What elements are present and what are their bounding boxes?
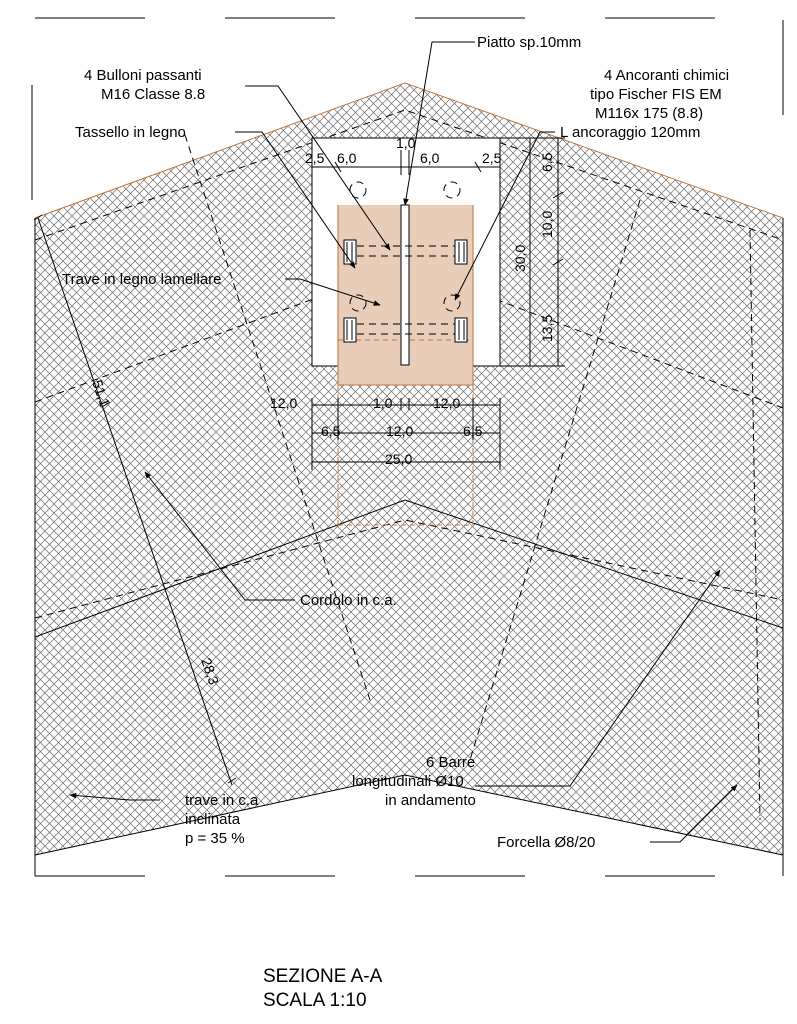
label-ancoranti-2: tipo Fischer FIS EM: [590, 86, 722, 103]
label-forcella: Forcella Ø8/20: [497, 834, 595, 851]
anchor-circles: [349, 181, 461, 312]
section-title: SEZIONE A-A: [263, 966, 383, 987]
dim-b-250: 25,0: [385, 451, 412, 467]
dim-v-65: 6,5: [539, 152, 555, 172]
top-break-lines: [31, 17, 784, 200]
dim-v-100: 10,0: [539, 211, 555, 238]
concrete-section: [35, 83, 783, 855]
dim-b-120c: 12,0: [386, 423, 413, 439]
dim-b-65a: 6,5: [321, 423, 341, 439]
dim-v-300: 30,0: [512, 245, 528, 272]
scale-label: SCALA 1:10: [263, 990, 367, 1011]
dim-top-60b: 6,0: [420, 150, 440, 166]
label-trave-ca-2: inclinata: [185, 811, 241, 828]
dim-b-10: 1,0: [373, 395, 393, 411]
steel-plate: [400, 204, 410, 366]
dim-b-65b: 6,5: [463, 423, 483, 439]
bottom-break-lines: [34, 855, 784, 877]
label-bulloni-1: 4 Bulloni passanti: [84, 67, 202, 84]
dimension-lines: [33, 137, 565, 786]
dim-v-135: 13,5: [539, 315, 555, 342]
dim-b-120b: 12,0: [433, 395, 460, 411]
label-ancoranti-4: L ancoraggio 120mm: [560, 124, 700, 141]
leader-lines: [69, 41, 738, 843]
label-trave-ca-3: p = 35 %: [185, 830, 245, 847]
label-ancoranti-1: 4 Ancoranti chimici: [604, 67, 729, 84]
section-outlines: [34, 109, 784, 856]
bolts: [343, 239, 468, 343]
label-cordolo: Cordolo in c.a.: [300, 592, 397, 609]
label-barre-2: longitudinali Ø10: [352, 773, 464, 790]
beam-top-edge: [34, 82, 784, 219]
label-trave-legno: Trave in legno lamellare: [62, 271, 222, 288]
dim-top-25a: 2,5: [305, 150, 325, 166]
label-ancoranti-3: M116x 175 (8.8): [595, 105, 703, 122]
dim-top-60a: 6,0: [337, 150, 357, 166]
label-barre-1: 6 Barre: [426, 754, 475, 771]
dim-top-25b: 2,5: [482, 150, 502, 166]
label-piatto: Piatto sp.10mm: [477, 34, 581, 51]
label-bulloni-2: M16 Classe 8.8: [101, 86, 205, 103]
label-tassello: Tassello in legno: [75, 124, 186, 141]
label-barre-3: in andamento: [385, 792, 476, 809]
label-trave-ca-1: trave in c.a: [185, 792, 259, 809]
dim-b-120a: 12,0: [270, 395, 297, 411]
dim-top-1: 1,0: [396, 135, 416, 151]
